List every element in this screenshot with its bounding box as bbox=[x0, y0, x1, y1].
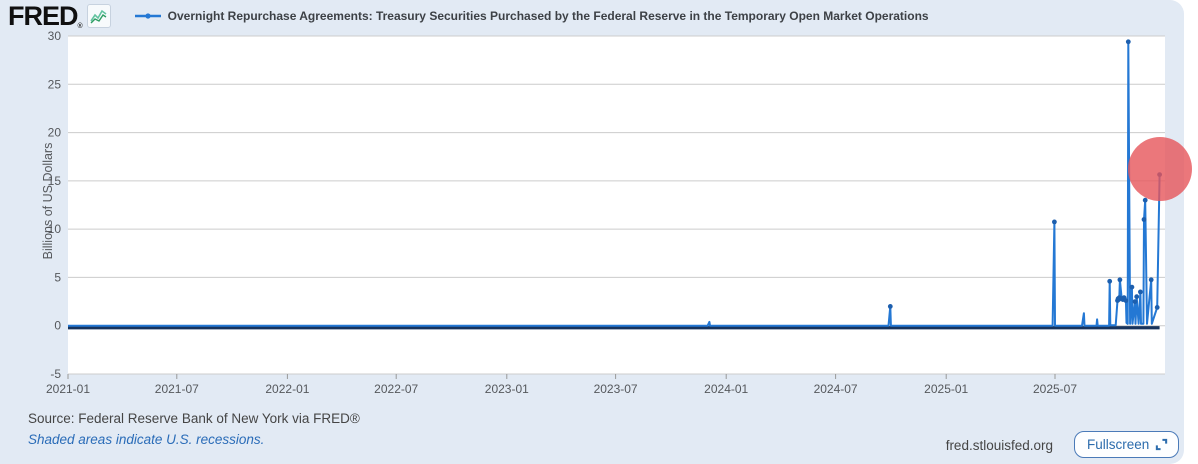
y-tick-label: 20 bbox=[48, 126, 62, 140]
data-point-marker bbox=[1157, 172, 1162, 178]
registered-mark: ® bbox=[77, 22, 83, 30]
data-point-marker bbox=[1117, 277, 1123, 283]
data-point-marker bbox=[1123, 298, 1129, 303]
data-point-marker bbox=[1129, 284, 1135, 290]
plot-area-background bbox=[68, 36, 1165, 374]
data-point-marker bbox=[1125, 39, 1131, 45]
y-tick-label: 0 bbox=[54, 319, 61, 333]
y-tick-label: 25 bbox=[48, 77, 62, 91]
y-tick-label: 5 bbox=[54, 270, 61, 284]
x-tick-label: 2022-07 bbox=[374, 382, 418, 396]
y-tick-label: 15 bbox=[48, 174, 62, 188]
data-point-marker bbox=[1148, 277, 1154, 283]
y-tick-label: -5 bbox=[50, 367, 61, 381]
x-tick-label: 2023-01 bbox=[485, 382, 529, 396]
line-chart-icon bbox=[86, 4, 111, 28]
x-tick-label: 2024-07 bbox=[814, 382, 858, 396]
data-point-marker bbox=[1141, 217, 1147, 222]
x-tick-label: 2022-01 bbox=[265, 382, 309, 396]
y-tick-label: 10 bbox=[48, 222, 62, 236]
data-point-marker bbox=[1138, 289, 1143, 295]
data-point-marker bbox=[1052, 219, 1057, 225]
data-point-marker bbox=[1132, 299, 1138, 304]
fullscreen-button[interactable]: Fullscreen bbox=[1074, 431, 1180, 458]
legend-item[interactable]: Overnight Repurchase Agreements: Treasur… bbox=[134, 9, 929, 23]
data-point-marker bbox=[887, 304, 893, 309]
x-tick-label: 2023-07 bbox=[594, 382, 638, 396]
x-tick-label: 2021-07 bbox=[155, 382, 199, 396]
data-point-marker bbox=[1154, 305, 1160, 310]
data-point-marker bbox=[1107, 278, 1113, 284]
source-text: Source: Federal Reserve Bank of New York… bbox=[28, 411, 360, 426]
x-tick-label: 2021-01 bbox=[46, 382, 90, 396]
fred-logo[interactable]: FRED® bbox=[8, 0, 83, 31]
chart-header: FRED® Overnight Repurchase Agreements: T… bbox=[0, 0, 1184, 32]
data-point-marker bbox=[1142, 197, 1148, 203]
legend-line-marker-icon bbox=[134, 13, 161, 19]
fullscreen-label: Fullscreen bbox=[1087, 437, 1150, 452]
data-point-marker bbox=[1134, 294, 1140, 300]
x-tick-label: 2025-01 bbox=[924, 382, 968, 396]
x-tick-label: 2025-07 bbox=[1033, 382, 1077, 396]
series-title: Overnight Repurchase Agreements: Treasur… bbox=[167, 9, 929, 23]
fred-site-link[interactable]: fred.stlouisfed.org bbox=[945, 438, 1053, 453]
y-axis-title: Billions of US Dollars bbox=[41, 142, 55, 260]
expand-corners-icon bbox=[1156, 438, 1168, 451]
recessions-note-link[interactable]: Shaded areas indicate U.S. recessions. bbox=[28, 432, 265, 447]
x-tick-label: 2024-01 bbox=[704, 382, 748, 396]
y-tick-label: 30 bbox=[48, 29, 62, 43]
